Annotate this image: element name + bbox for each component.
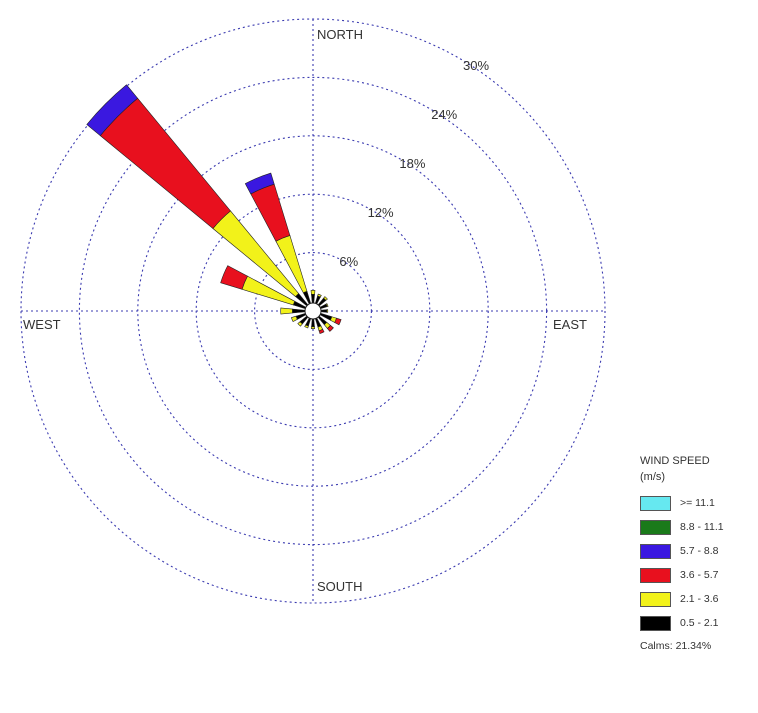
petal-sse-bin-2 xyxy=(318,328,325,334)
legend-label: 8.8 - 11.1 xyxy=(680,521,724,533)
petal-s-bin-0 xyxy=(311,318,315,328)
ring-label-24: 24% xyxy=(431,107,457,122)
legend-item: >= 11.1 xyxy=(640,495,758,511)
petal-nw-bin-3 xyxy=(86,84,139,137)
legend: WIND SPEED (m/s) >= 11.1 8.8 - 11.1 5.7 - … xyxy=(640,453,758,708)
petal-se-bin-2 xyxy=(326,324,334,332)
legend-item: 2.1 - 3.6 xyxy=(640,591,758,607)
petal-ene-bin-1 xyxy=(325,303,329,308)
petal-ese-bin-2 xyxy=(334,317,342,326)
petal-e-bin-0 xyxy=(320,309,328,313)
legend-swatch xyxy=(640,615,671,631)
petal-ssw-bin-1 xyxy=(304,324,309,329)
direction-label-west: WEST xyxy=(23,317,61,332)
legend-item: 0.5 - 2.1 xyxy=(640,615,758,631)
legend-swatch xyxy=(640,495,671,511)
petal-ne-bin-1 xyxy=(323,296,328,301)
legend-label: 0.5 - 2.1 xyxy=(680,617,719,629)
ring-label-6: 6% xyxy=(339,254,358,269)
petal-n-bin-0 xyxy=(311,293,315,304)
calms-label: Calms: 21.34% xyxy=(640,640,712,652)
direction-label-south: SOUTH xyxy=(317,579,363,594)
legend-item: 5.7 - 8.8 xyxy=(640,543,758,559)
legend-label: 3.6 - 5.7 xyxy=(680,569,719,581)
petal-wnw-bin-2 xyxy=(220,265,248,290)
petal-nne-bin-1 xyxy=(317,293,322,298)
legend-item: 3.6 - 5.7 xyxy=(640,567,758,583)
legend-label: >= 11.1 xyxy=(680,497,715,509)
ring-label-12: 12% xyxy=(368,205,394,220)
direction-label-north: NORTH xyxy=(317,27,363,42)
petal-nw-bin-2 xyxy=(99,97,231,229)
legend-label: 2.1 - 3.6 xyxy=(680,593,719,605)
petal-w-bin-0 xyxy=(292,308,306,314)
petal-w-bin-1 xyxy=(280,307,293,315)
legend-items: >= 11.1 8.8 - 11.1 5.7 - 8.8 3.6 - 5.7 2.1 -… xyxy=(640,495,758,631)
petal-n-bin-1 xyxy=(310,290,316,295)
legend-item: 8.8 - 11.1 xyxy=(640,519,758,535)
legend-swatch xyxy=(640,519,671,535)
calm-circle xyxy=(304,302,322,320)
legend-swatch xyxy=(640,591,671,607)
legend-label: 5.7 - 8.8 xyxy=(680,545,719,557)
petal-s-bin-1 xyxy=(310,326,316,330)
ring-label-18: 18% xyxy=(399,156,425,171)
legend-title: WIND SPEED xyxy=(640,455,710,467)
petal-nnw-bin-3 xyxy=(244,172,275,195)
ring-label-30: 30% xyxy=(463,58,489,73)
direction-label-east: EAST xyxy=(553,317,587,332)
rose-petals xyxy=(86,84,342,334)
petal-wsw-bin-1 xyxy=(291,315,298,323)
petal-nnw-bin-2 xyxy=(250,183,291,242)
petal-sw-bin-1 xyxy=(297,321,303,327)
legend-swatch xyxy=(640,543,671,559)
petal-e-bin-1 xyxy=(326,309,329,313)
ring-labels: 6% 12% 18% 24% 30% xyxy=(339,58,489,269)
legend-swatch xyxy=(640,567,671,583)
legend-unit: (m/s) xyxy=(640,471,666,483)
